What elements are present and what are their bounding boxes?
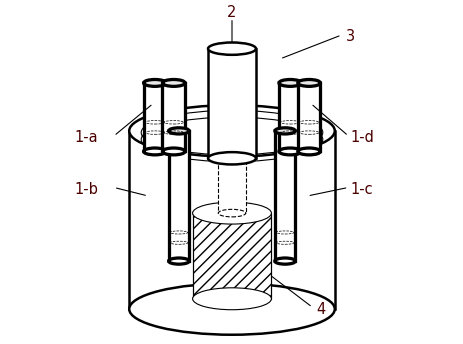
Ellipse shape: [168, 128, 189, 134]
Ellipse shape: [192, 288, 271, 310]
Ellipse shape: [162, 79, 185, 86]
Text: 1-d: 1-d: [350, 130, 373, 145]
Text: 2: 2: [227, 5, 236, 20]
Ellipse shape: [278, 79, 301, 86]
Ellipse shape: [297, 79, 320, 86]
Bar: [168, 131, 189, 261]
Bar: [143, 83, 166, 151]
Ellipse shape: [129, 283, 334, 335]
Ellipse shape: [129, 105, 334, 157]
Text: 1-c: 1-c: [350, 182, 373, 197]
Text: 1-a: 1-a: [75, 130, 98, 145]
Bar: [218, 158, 245, 213]
Ellipse shape: [297, 148, 320, 155]
Bar: [297, 83, 320, 151]
Ellipse shape: [274, 258, 295, 264]
Ellipse shape: [207, 152, 256, 164]
Ellipse shape: [143, 79, 166, 86]
Ellipse shape: [143, 148, 166, 155]
Ellipse shape: [207, 43, 256, 55]
Bar: [274, 131, 295, 261]
Text: 4: 4: [316, 302, 325, 316]
Text: 3: 3: [345, 29, 354, 44]
Ellipse shape: [218, 154, 245, 162]
Bar: [192, 213, 271, 299]
Bar: [162, 83, 185, 151]
Ellipse shape: [162, 148, 185, 155]
Bar: [278, 83, 301, 151]
Bar: [207, 49, 256, 158]
Ellipse shape: [192, 202, 271, 224]
Ellipse shape: [168, 258, 189, 264]
Ellipse shape: [218, 209, 245, 217]
Text: 1-b: 1-b: [74, 182, 98, 197]
Ellipse shape: [274, 128, 295, 134]
Ellipse shape: [278, 148, 301, 155]
Bar: [129, 131, 334, 309]
Bar: [192, 213, 271, 299]
